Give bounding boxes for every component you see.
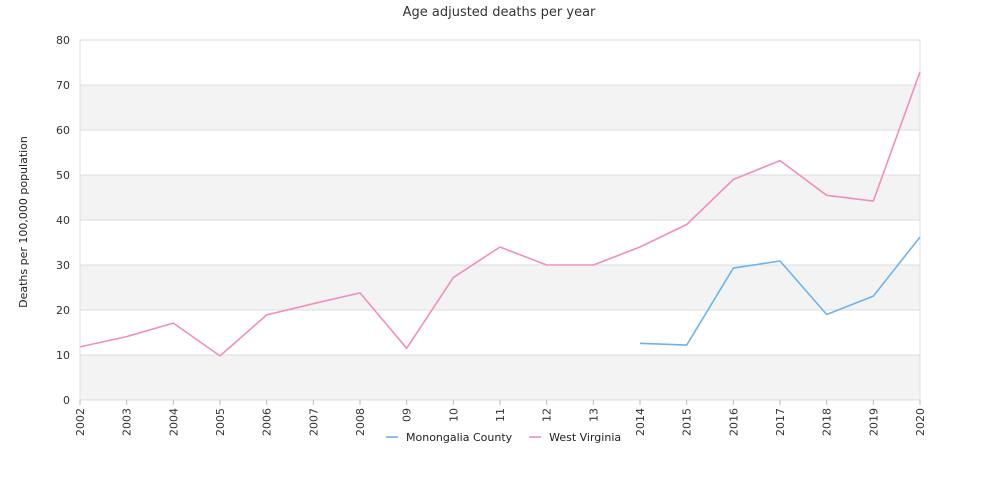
x-tick-label: 2017	[774, 408, 787, 436]
grid-bands	[80, 85, 920, 400]
y-tick-label: 60	[56, 124, 70, 137]
legend[interactable]: Monongalia County West Virginia	[386, 431, 621, 444]
grid-band	[80, 265, 920, 310]
grid-band	[80, 175, 920, 220]
legend-label: Monongalia County	[406, 431, 513, 444]
x-tick-label: 09	[401, 408, 414, 422]
legend-label: West Virginia	[549, 431, 621, 444]
x-tick-label: 2016	[727, 408, 740, 436]
x-tick-label: 2014	[634, 408, 647, 436]
x-tick-label: 11	[494, 408, 507, 422]
x-tick-label: 2015	[681, 408, 694, 436]
x-tick-label: 2020	[914, 408, 927, 436]
x-tick-label: 2019	[867, 408, 880, 436]
legend-item-monongalia-county[interactable]: Monongalia County	[386, 431, 513, 444]
y-tick-label: 20	[56, 304, 70, 317]
y-tick-label: 0	[63, 394, 70, 407]
y-tick-label: 70	[56, 79, 70, 92]
y-tick-label: 10	[56, 349, 70, 362]
legend-item-west-virginia[interactable]: West Virginia	[529, 431, 621, 444]
series-line-west-virginia	[79, 71, 921, 357]
y-tick-label: 50	[56, 169, 70, 182]
grid-band	[80, 85, 920, 130]
x-tick-label: 2002	[74, 408, 87, 436]
x-axis-ticks: 2002 2003 2004 2005 2006 2007 2008 09 10 11 12 13 20…	[74, 400, 927, 436]
x-tick-label: 12	[541, 408, 554, 422]
series-lines	[79, 71, 921, 357]
x-tick-label: 2004	[167, 408, 180, 436]
x-tick-label: 2006	[261, 408, 274, 436]
x-tick-label: 2003	[121, 408, 134, 436]
x-tick-label: 10	[447, 408, 460, 422]
series-line-monongalia-county	[639, 236, 921, 346]
chart-title: Age adjusted deaths per year	[403, 5, 596, 20]
x-tick-label: 2018	[821, 408, 834, 436]
grid-band	[80, 355, 920, 400]
y-tick-label: 80	[56, 34, 70, 47]
y-tick-label: 30	[56, 259, 70, 272]
x-tick-label: 2007	[307, 408, 320, 436]
x-tick-label: 13	[587, 408, 600, 422]
y-axis-ticks: 0 10 20 30 40 50 60 70 80	[56, 34, 70, 407]
x-tick-label: 2005	[214, 408, 227, 436]
y-tick-label: 40	[56, 214, 70, 227]
x-tick-label: 2008	[354, 408, 367, 436]
y-axis-title: Deaths per 100,000 population	[17, 136, 30, 308]
